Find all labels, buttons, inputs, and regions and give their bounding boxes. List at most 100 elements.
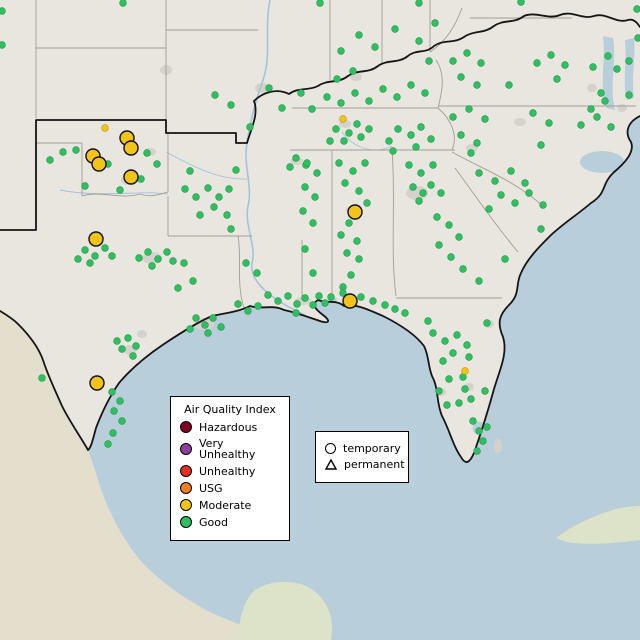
marker-good (180, 259, 188, 267)
marker-moderate-large (123, 169, 139, 185)
cuba-land (556, 506, 640, 544)
marker-good (355, 255, 363, 263)
marker-good (407, 81, 415, 89)
marker-good (553, 75, 561, 83)
marker-good (371, 43, 379, 51)
marker-good (431, 19, 439, 27)
marker-good (351, 89, 359, 97)
marker-good (327, 293, 335, 301)
hazardous-label: Hazardous (199, 420, 258, 434)
marker-good (265, 84, 273, 92)
marker-good (313, 169, 321, 177)
very-unhealthy-label: Very Unhealthy (199, 437, 256, 461)
marker-good (209, 314, 217, 322)
marker-good (308, 105, 316, 113)
marker-good (481, 387, 489, 395)
marker-good (491, 177, 499, 185)
marker-good (333, 75, 341, 83)
marker-good (353, 237, 361, 245)
marker-good (215, 193, 223, 201)
marker-good (349, 67, 357, 75)
marker-good (457, 73, 465, 81)
permanent-label: permanent (344, 458, 405, 471)
marker-good (143, 149, 151, 157)
marker-good (339, 289, 347, 297)
marker-good (309, 301, 317, 309)
marker-good (401, 309, 409, 317)
marker-good (345, 129, 353, 137)
marker-good (483, 423, 491, 431)
marker-good (483, 319, 491, 327)
marker-good (613, 65, 621, 73)
tennessee-river (341, 131, 393, 151)
marker-good (633, 5, 640, 13)
marker-good (321, 299, 329, 307)
marker-good (457, 131, 465, 139)
yucatan-land (238, 582, 332, 640)
type-legend-item-temporary: temporary (325, 443, 401, 454)
marker-good (533, 59, 541, 67)
mexico-land (0, 311, 276, 640)
marker-good (394, 125, 402, 133)
marker-good (81, 182, 89, 190)
marker-good (537, 141, 545, 149)
marker-good (91, 252, 99, 260)
marker-good (109, 429, 117, 437)
marker-good (415, 0, 423, 7)
marker-good (419, 189, 427, 197)
marker-good (254, 302, 262, 310)
pamlico-sound (580, 151, 624, 173)
marker-good (412, 143, 420, 151)
marker-good (379, 85, 387, 93)
marker-good (355, 187, 363, 195)
marker-good (463, 49, 471, 57)
marker-good (192, 314, 200, 322)
marker-good (153, 160, 161, 168)
marker-good (234, 300, 242, 308)
marker-good (501, 255, 509, 263)
marker-good (625, 91, 633, 99)
marker-good (449, 113, 457, 121)
marker-good (361, 159, 369, 167)
marker-good (507, 167, 515, 175)
marker-good (242, 259, 250, 267)
marker-good (417, 169, 425, 177)
type-legend-item-permanent: permanent (325, 459, 405, 470)
marker-good (223, 211, 231, 219)
marker-good (349, 167, 357, 175)
marker-good (108, 252, 116, 260)
marker-good (405, 161, 413, 169)
marker-good (189, 277, 197, 285)
marker-good (415, 197, 423, 205)
marker-good (467, 395, 475, 403)
marker-good (118, 417, 126, 425)
marker-moderate-small (101, 124, 109, 132)
marker-good (427, 181, 435, 189)
marker-good (511, 199, 519, 207)
marker-moderate-large (347, 204, 363, 220)
marker-good (232, 166, 240, 174)
aqi-legend-item-usg: USG (180, 482, 280, 494)
aqi-legend: Air Quality Index Hazardous Very Unhealt… (170, 396, 290, 541)
marker-good (597, 89, 605, 97)
unhealthy-label: Unhealthy (199, 464, 256, 478)
marker-good (447, 253, 455, 261)
marker-good (355, 31, 363, 39)
marker-moderate-large (123, 140, 139, 156)
marker-good (253, 269, 261, 277)
marker-good (577, 121, 585, 129)
delaware-bay (624, 38, 635, 100)
marker-good (407, 131, 415, 139)
marker-good (521, 179, 529, 187)
marker-good (439, 357, 447, 365)
marker-good (455, 399, 463, 407)
marker-good (347, 271, 355, 279)
marker-good (429, 161, 437, 169)
marker-good (332, 125, 340, 133)
marker-good (74, 255, 82, 263)
aqi-legend-item-good: Good (180, 516, 280, 528)
usg-label: USG (199, 481, 223, 495)
marker-good (391, 305, 399, 313)
marker-good (421, 89, 429, 97)
